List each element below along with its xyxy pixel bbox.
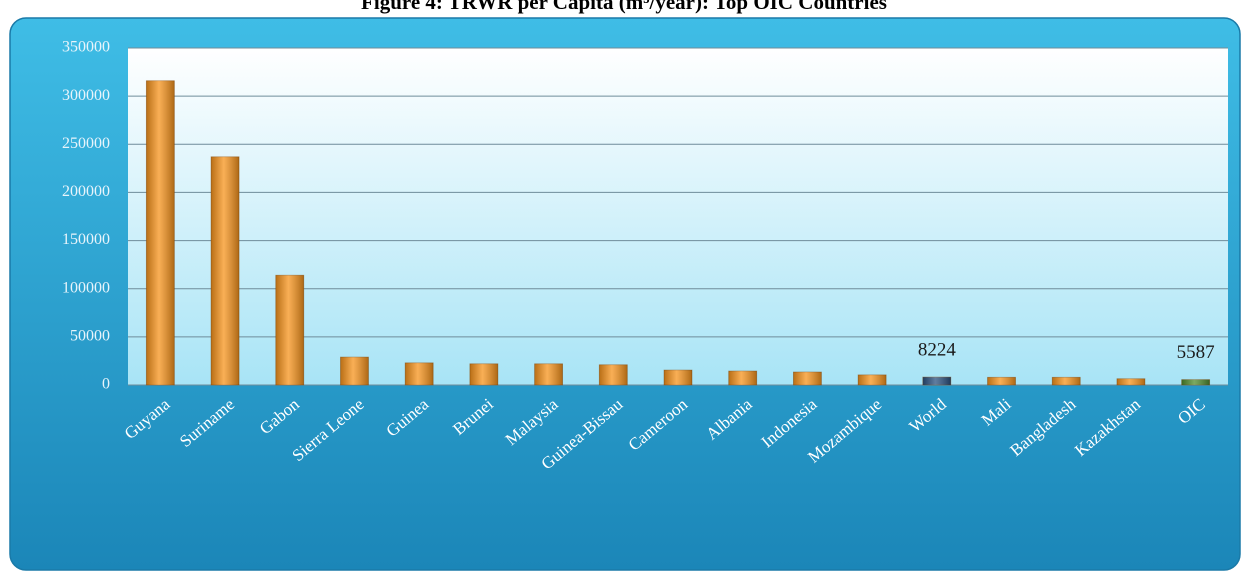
bar	[1116, 378, 1146, 386]
bar	[857, 374, 887, 386]
value-label: 8224	[918, 339, 957, 360]
value-label: 5587	[1177, 342, 1215, 363]
bar	[728, 370, 758, 386]
bar	[210, 156, 240, 386]
y-tick-label: 250000	[62, 135, 110, 152]
bar	[404, 362, 434, 386]
bar	[340, 356, 369, 386]
chart-title: Figure 4: TRWR per Capita (m³/year): Top…	[361, 0, 887, 14]
plot-area	[128, 48, 1228, 385]
y-tick-label: 300000	[62, 87, 110, 104]
y-tick-label: 0	[102, 376, 110, 393]
bar	[987, 376, 1016, 386]
bar	[793, 371, 822, 386]
bar	[1181, 379, 1211, 386]
bar	[1051, 376, 1081, 386]
y-tick-label: 100000	[62, 279, 110, 296]
y-tick-label: 150000	[62, 231, 110, 248]
bar	[469, 363, 499, 386]
bar	[598, 364, 628, 386]
y-tick-label: 350000	[62, 39, 110, 56]
y-tick-label: 50000	[70, 328, 110, 345]
bar	[922, 376, 952, 386]
y-tick-label: 200000	[62, 183, 110, 200]
bar	[663, 369, 693, 386]
bar	[145, 80, 175, 386]
bar	[275, 274, 305, 386]
bar	[534, 363, 563, 386]
